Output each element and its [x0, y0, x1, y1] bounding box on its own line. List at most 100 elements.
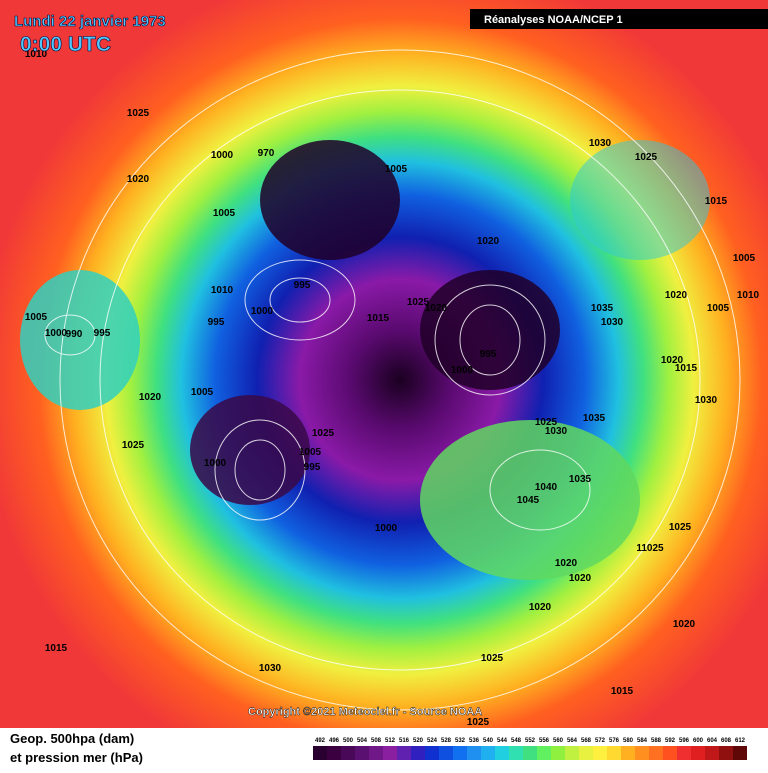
scale-label: 544	[497, 738, 508, 744]
scale-label: 520	[413, 738, 424, 744]
scale-label: 516	[399, 738, 410, 744]
scale-label: 596	[679, 738, 690, 744]
time: 0:00 UTC	[20, 33, 111, 56]
scale-swatch	[369, 746, 383, 760]
isobar-label: 1025	[127, 108, 150, 119]
isobar-label: 1025	[467, 717, 490, 728]
scale-swatch	[649, 746, 663, 760]
scale-label: 552	[525, 738, 536, 744]
isobar-label: 1020	[127, 174, 150, 185]
isobar-label: 1025	[481, 653, 504, 664]
isobar-label: 1015	[367, 313, 390, 324]
isobar-label: 1030	[601, 317, 624, 328]
scale-swatch	[537, 746, 551, 760]
isobar-label: 1010	[737, 290, 760, 301]
isobar-label: 1020	[139, 392, 162, 403]
scale-label: 556	[539, 738, 550, 744]
isobar-label: 1005	[191, 387, 214, 398]
scale-label: 532	[455, 738, 466, 744]
scale-label: 600	[693, 738, 704, 744]
isobar-label: 1030	[545, 426, 568, 437]
scale-label: 524	[427, 738, 438, 744]
isobar-label: 1035	[591, 303, 614, 314]
isobar-label: 1000	[211, 150, 234, 161]
scale-swatch	[593, 746, 607, 760]
scale-swatch	[635, 746, 649, 760]
isobar-label: 970	[258, 148, 275, 159]
scale-swatch	[313, 746, 327, 760]
scale-label: 528	[441, 738, 452, 744]
scale-swatch	[341, 746, 355, 760]
isobar-label: 1005	[385, 164, 408, 175]
scale-label: 580	[623, 738, 634, 744]
scale-label: 496	[329, 738, 340, 744]
isobars	[44, 49, 741, 711]
isobar-label: 995	[294, 280, 311, 291]
isobar-label: 1030	[695, 395, 718, 406]
scale-swatch	[677, 746, 691, 760]
scale-swatch	[607, 746, 621, 760]
scale-label: 612	[735, 738, 746, 744]
isobar-label: 1015	[705, 196, 728, 207]
isobar-label: 995	[208, 317, 225, 328]
isobar-label: 1020	[529, 602, 552, 613]
scale-swatch	[579, 746, 593, 760]
isobar-label: 1005	[299, 447, 322, 458]
isobar-label: 1005	[707, 303, 730, 314]
isobar-label: 1020	[661, 355, 684, 366]
isobar-label: 1000	[375, 523, 398, 534]
scale-swatch	[509, 746, 523, 760]
isobar-labels: 1010 1025 1020 1005 1000 970 1005 1020 995 1010 10…	[25, 49, 760, 728]
isobar-label: 1045	[517, 495, 540, 506]
scale-label: 492	[315, 738, 326, 744]
scale-label: 572	[595, 738, 606, 744]
isobar-label: 1025	[669, 522, 692, 533]
scale-swatch	[439, 746, 453, 760]
isobar-label: 1015	[45, 643, 68, 654]
scale-swatch	[327, 746, 341, 760]
scale-label: 604	[707, 738, 718, 744]
scale-swatch	[397, 746, 411, 760]
isobar-label: 1005	[213, 208, 236, 219]
scale-label: 560	[553, 738, 564, 744]
isobar-label: 1030	[589, 138, 612, 149]
scale-swatch	[551, 746, 565, 760]
isobar-label: 1025	[122, 440, 145, 451]
isobar-label: 1035	[569, 474, 592, 485]
isobar-label: 1015	[611, 686, 634, 697]
scale-swatch	[719, 746, 733, 760]
scale-label: 568	[581, 738, 592, 744]
scale-label: 508	[371, 738, 382, 744]
isobar-label: 1020	[555, 558, 578, 569]
anomaly-blobs	[20, 140, 710, 580]
source-box	[470, 9, 768, 29]
isobar-label: 1025	[535, 417, 558, 428]
scale-swatch	[733, 746, 747, 760]
isobar-label: 11025	[636, 543, 664, 554]
scale-swatch	[523, 746, 537, 760]
scale-label: 608	[721, 738, 732, 744]
isobar-label: 1005	[25, 312, 48, 323]
scale-label: 584	[637, 738, 648, 744]
isobar-label: 1010	[25, 49, 48, 60]
isobar-label: 1025	[635, 152, 658, 163]
scale-label: 564	[567, 738, 578, 744]
isobar-label: 1000	[45, 328, 68, 339]
isobar-label: 995	[94, 328, 111, 339]
scale-label: 536	[469, 738, 480, 744]
scale-swatch	[663, 746, 677, 760]
isobar-label: 1015	[675, 363, 698, 374]
isobar-label: 990	[66, 329, 83, 340]
scale-label: 500	[343, 738, 354, 744]
scale-label: 588	[651, 738, 662, 744]
scale-label: 504	[357, 738, 368, 744]
scale-swatch	[565, 746, 579, 760]
scale-label: 576	[609, 738, 620, 744]
scale-swatch	[705, 746, 719, 760]
isobar-label: 1020	[425, 303, 448, 314]
scale-swatch	[425, 746, 439, 760]
scale-swatch	[453, 746, 467, 760]
isobar-label: 1020	[477, 236, 500, 247]
scale-label: 540	[483, 738, 494, 744]
